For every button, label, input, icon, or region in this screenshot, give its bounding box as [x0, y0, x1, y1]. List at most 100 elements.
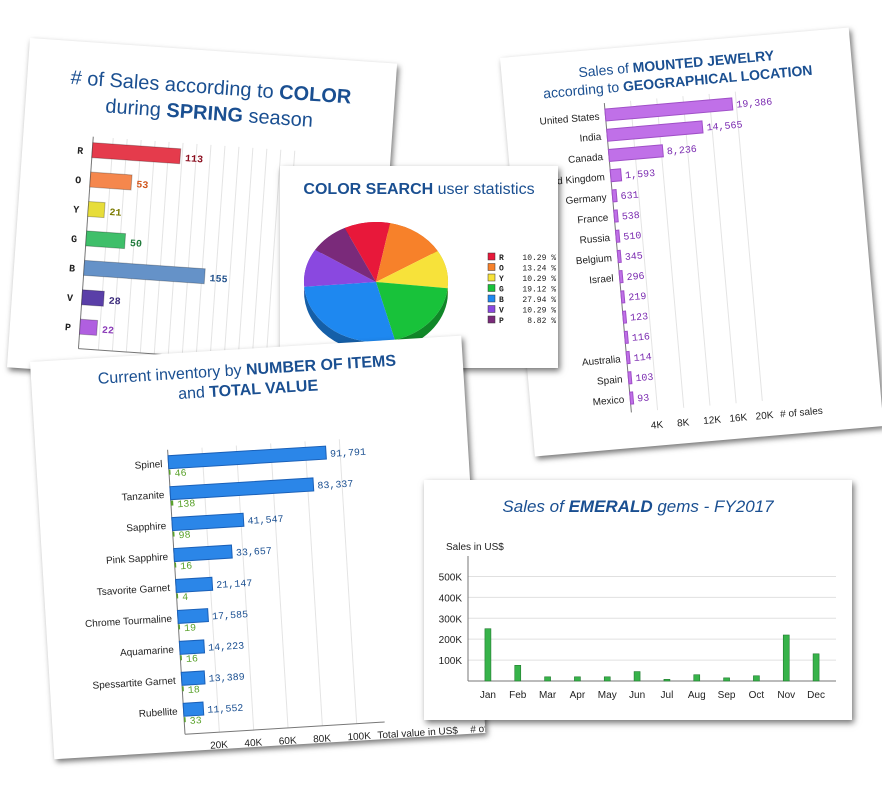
x-axis-label: # of sales [780, 406, 824, 421]
legend-label: R [499, 254, 504, 263]
x-tick-label: Sep [718, 690, 736, 701]
data-label: 510 [623, 231, 642, 244]
x-tick-label: 8K [677, 417, 690, 429]
data-label: 345 [624, 251, 643, 264]
bar [613, 209, 619, 223]
data-label: 1,593 [625, 169, 656, 183]
pie-slice [315, 227, 376, 282]
bar [663, 679, 671, 682]
bar [723, 677, 730, 682]
y-tick-label: 200K [439, 635, 463, 646]
grid-line [734, 91, 763, 401]
category-label: Belgium [575, 253, 612, 267]
data-label: 93 [637, 394, 650, 406]
category-label: India [579, 132, 602, 145]
bar-value [171, 512, 245, 532]
bar-value [175, 576, 214, 594]
legend-label: Y [499, 275, 504, 284]
category-label: Tanzanite [121, 490, 165, 504]
category-label: Pink Sapphire [106, 552, 169, 567]
pie-slice-side [304, 286, 395, 352]
data-label: 113 [185, 154, 204, 166]
data-label-value: 41,547 [247, 515, 284, 528]
bar [616, 249, 622, 264]
legend-label: P [499, 317, 504, 326]
pie-slice [376, 223, 438, 282]
emerald-bar-chart: Sales in US$ 100K 200K 300K 400K 500K Jan Feb Ma… [439, 542, 836, 701]
x-tick-label: 4K [650, 420, 663, 432]
x-tick-label: 12K [703, 415, 722, 428]
data-label: 14,565 [706, 120, 743, 134]
legend-value: 27.94 % [522, 296, 556, 305]
category-label: Mexico [592, 395, 625, 409]
legend-label: V [499, 307, 504, 316]
x-tick-label: Oct [749, 690, 765, 701]
data-label-items: 98 [178, 531, 191, 543]
category-label: Australia [582, 354, 622, 368]
data-label: 116 [632, 332, 651, 345]
grid-line [195, 144, 212, 357]
data-label-value: 21,147 [216, 579, 253, 592]
data-label-items: 19 [184, 623, 197, 635]
bar [620, 290, 626, 304]
data-label-items: 16 [186, 654, 199, 666]
legend-value: 10.29 % [522, 275, 556, 284]
data-label: 22 [101, 326, 114, 338]
bar [606, 120, 704, 142]
data-label: 50 [129, 239, 142, 251]
bar [89, 171, 133, 191]
legend-label: G [499, 286, 504, 295]
category-label: Spessartite Garnet [92, 676, 176, 692]
data-label: 28 [108, 297, 121, 309]
bar [614, 229, 621, 243]
bar [629, 391, 635, 405]
bar-value [180, 670, 206, 686]
data-label: 631 [620, 191, 639, 204]
grid-line [265, 149, 282, 362]
pie-slice [376, 251, 448, 289]
legend-value: 13.24 % [522, 265, 556, 274]
y-tick-label: 400K [439, 593, 463, 604]
data-label-items: 18 [188, 685, 201, 697]
bar [607, 144, 664, 162]
grid-line [153, 141, 170, 354]
bar-value [178, 639, 206, 655]
mounted-jewelry-chart-card: Sales of MOUNTED JEWELRY according to GEO… [500, 27, 882, 457]
category-label: Israel [589, 273, 614, 286]
color-search-chart-card: COLOR SEARCH user statistics R 10.29 % O 13… [280, 166, 558, 368]
x-tick-label: Feb [509, 690, 527, 701]
legend-series-value: Total value in US$ [377, 726, 459, 742]
bar-items [183, 717, 186, 723]
category-label: Spain [597, 374, 623, 387]
category-label: Germany [565, 192, 607, 207]
inventory-chart-card: Current inventory by NUMBER OF ITEMS and … [30, 335, 486, 760]
bar [80, 289, 105, 307]
x-tick-label: 20K [755, 410, 774, 423]
bar-items [172, 531, 175, 537]
data-label: 219 [628, 292, 647, 305]
data-label-value: 91,791 [330, 448, 367, 461]
legend-swatch [487, 284, 496, 292]
bar [625, 350, 631, 365]
category-label: V [66, 294, 73, 305]
category-label: P [64, 323, 71, 334]
y-tick-label: 100K [439, 656, 463, 667]
grid-line [167, 142, 184, 355]
bar [623, 330, 629, 345]
legend-value: 8.82 % [527, 317, 556, 326]
title-part: EMERALD [568, 497, 653, 516]
grid-line [209, 145, 226, 358]
title-part: user statistics [433, 181, 535, 198]
pie-slice [376, 282, 448, 340]
x-tick-label: 20K [210, 740, 229, 752]
x-tick-label: Dec [807, 690, 825, 701]
bar [604, 97, 734, 122]
data-label: 123 [630, 312, 649, 325]
pie-slice [304, 249, 376, 287]
x-tick-label: 60K [279, 735, 298, 747]
data-label-value: 13,389 [208, 672, 245, 685]
pie-slice [344, 222, 391, 282]
data-label-items: 46 [174, 469, 187, 481]
emerald-chart-card: Sales of EMERALD gems - FY2017 Sales in … [424, 480, 852, 720]
category-label: Spinel [134, 459, 162, 472]
